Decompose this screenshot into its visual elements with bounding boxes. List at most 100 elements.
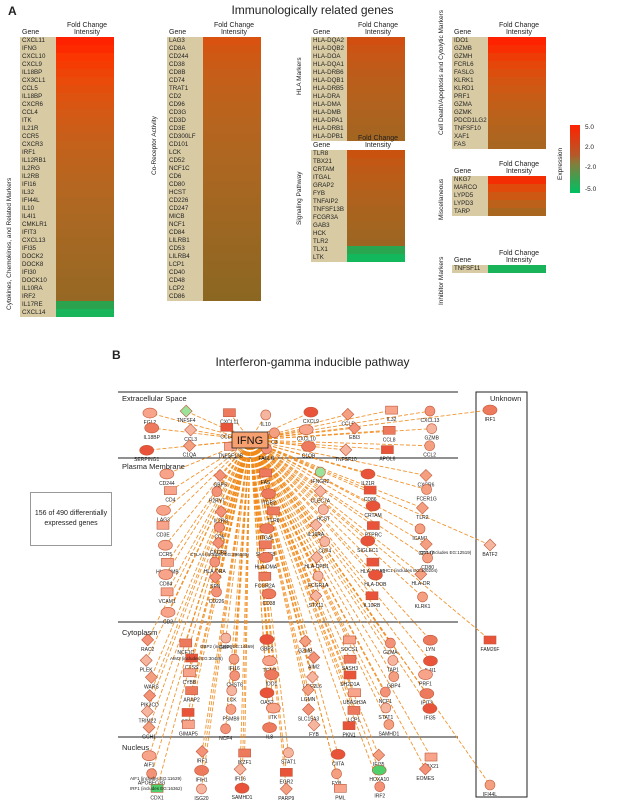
node-shape: [161, 558, 174, 567]
node-shape: [261, 588, 277, 600]
node-label: CXCL13: [421, 418, 440, 424]
node-shape: [182, 720, 195, 729]
fold-change-cell: [347, 150, 405, 158]
extracellular-node: CCL8: [383, 426, 396, 443]
node-shape: [223, 408, 236, 418]
fold-change-cell: [488, 176, 546, 184]
gene-name: GAB3: [311, 222, 347, 230]
node-label: FCGR2A: [255, 583, 276, 589]
node-shape: [211, 486, 223, 497]
gene-name: XAF1: [452, 133, 488, 141]
cytoplasm-node: AIM2: [307, 651, 321, 670]
fold-change-cell: [203, 277, 261, 285]
node-label: CXCR3: [210, 550, 227, 556]
fold-change-cell: [488, 208, 546, 216]
interaction-edge: [146, 439, 251, 712]
gene-row: IL10RA: [20, 285, 114, 293]
node-shape: [387, 655, 399, 666]
interaction-edge: [249, 439, 426, 675]
interaction-edge: [249, 439, 427, 490]
node-label: CCL4: [220, 434, 233, 440]
gene-name: HLA-DMB: [311, 109, 347, 117]
cytoplasm-node: LYN: [422, 634, 438, 653]
gene-name: IL18BP: [20, 93, 56, 101]
interaction-edge: [249, 439, 491, 786]
gene-name: CD40: [167, 269, 203, 277]
extracellular-node: C1QB: [301, 441, 316, 459]
gene-row: CD40: [167, 269, 261, 277]
node-shape: [261, 488, 276, 499]
fold-change-cell: [203, 85, 261, 93]
gene-row: IL18BP: [20, 69, 114, 77]
fold-change-cell: [203, 285, 261, 293]
cytoplasm-node: LCP1: [347, 706, 360, 723]
node-shape: [164, 486, 177, 495]
gene-row: CD3E: [167, 125, 261, 133]
gene-name: IL12RB1: [20, 157, 56, 165]
membrane-node: ITGB2: [261, 488, 276, 507]
gene-row: MARCO: [452, 184, 546, 192]
membrane-node: CD226: [209, 586, 225, 605]
membrane-node: CD84: [158, 569, 174, 588]
node-shape: [348, 688, 361, 698]
node-label: TAP1: [387, 667, 399, 673]
gene-name: HLA-DRB5: [311, 85, 347, 93]
gene-group-label: Cytokines, Chemokines, and Related Marke…: [6, 177, 13, 310]
gene-name: FCRL6: [452, 61, 488, 69]
node-label: CIITA: [332, 761, 345, 767]
cytoplasm-node: SOCS1: [341, 635, 358, 653]
gene-name: GZMB: [452, 45, 488, 53]
interaction-edge: [145, 439, 251, 661]
legend-tick-high: 5.0: [585, 124, 595, 131]
gene-name: TNFAIP2: [311, 198, 347, 206]
fold-change-cell: [347, 53, 405, 61]
membrane-node: IL10RB: [364, 591, 381, 609]
node-label: SAMHD1: [232, 795, 253, 800]
membrane-node: IL2RG: [214, 505, 228, 525]
fold-change-header: Fold Change: [498, 22, 540, 29]
fold-change-cell: [347, 117, 405, 125]
node-shape: [372, 748, 386, 762]
node-shape: [234, 782, 250, 794]
node-label: IL8: [266, 735, 273, 741]
fold-change-cell: [347, 69, 405, 77]
membrane-node: P2RY7: [209, 486, 225, 505]
gene-row: HLA-DQA1: [311, 61, 405, 69]
fold-change-cell: [347, 206, 405, 214]
gene-name: IL4I1: [20, 213, 56, 221]
node-label: IL32: [387, 417, 397, 423]
gene-name: CMKLR1: [20, 221, 56, 229]
fold-change-cell: [203, 253, 261, 261]
nucleus-node: PARP9: [278, 782, 295, 800]
interaction-edge: [249, 439, 380, 771]
pathway-diagram: FGL2TNFSF4CXCL11IL10CXCL9CCL5IL32CXCL13I…: [118, 391, 528, 800]
gene-name: IL21R: [20, 125, 56, 133]
fold-change-header: Fold Change: [213, 22, 255, 29]
node-shape: [367, 521, 380, 530]
node-shape: [144, 670, 158, 684]
node-shape: [185, 653, 198, 663]
node-shape: [260, 409, 272, 421]
node-label: SASH3: [342, 666, 359, 672]
membrane-node: IL10RA: [308, 518, 325, 538]
panel-b-letter: B: [112, 348, 121, 362]
membrane-node: CD86: [364, 485, 377, 503]
fold-change-cell: [56, 101, 114, 109]
node-shape: [303, 406, 319, 418]
node-shape: [424, 440, 436, 452]
gene-name: LYPD3: [452, 200, 488, 208]
fold-change-cell: [347, 230, 405, 238]
fold-change-cell: [488, 265, 546, 273]
gene-row: CXCR3: [20, 141, 114, 149]
interaction-edge: [148, 439, 251, 728]
hub-shape: [231, 431, 269, 449]
extracellular-node: IL32: [385, 405, 398, 423]
gene-row: DOCK8: [20, 261, 114, 269]
gene-name: HLA-DQA1: [311, 61, 347, 69]
gene-row: FCGR3A: [311, 214, 405, 222]
node-label: AIM2: [308, 664, 320, 670]
gene-row: HLA-DOA: [311, 53, 405, 61]
cytoplasm-node: PIK3CD: [141, 689, 159, 709]
gene-row: IRF2: [20, 293, 114, 301]
gene-group-label: Cell Death/Apoptosis and Cytolytic Marke…: [438, 10, 445, 135]
